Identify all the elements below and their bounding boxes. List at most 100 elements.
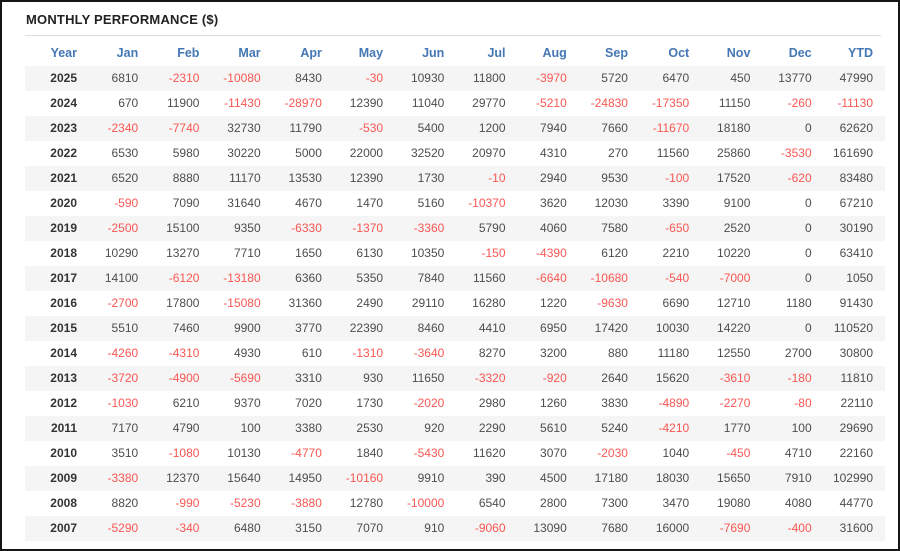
value-cell: -9630	[597, 296, 628, 310]
value-cell: -2020	[413, 396, 445, 410]
value-cell: 9900	[211, 316, 273, 341]
value-cell: 3390	[662, 196, 690, 210]
value-cell: 3310	[272, 366, 334, 391]
value-cell: 91430	[839, 296, 873, 310]
value-cell: -530	[333, 116, 396, 141]
value-cell: 5980	[172, 146, 200, 160]
value-cell: 13270	[166, 246, 200, 260]
year-cell: 2017	[25, 266, 89, 291]
value-cell: 0	[762, 316, 824, 341]
value-cell: 1840	[356, 446, 384, 460]
value-cell: 10220	[717, 246, 751, 260]
value-cell: 7840	[395, 266, 457, 291]
value-cell: 13530	[272, 166, 334, 191]
year-cell: 2025	[25, 66, 89, 91]
value-cell: 14950	[272, 466, 334, 491]
value-cell: -7740	[150, 116, 212, 141]
value-cell: -7000	[701, 266, 763, 291]
column-header-aug: Aug	[542, 46, 567, 60]
value-cell: -2030	[597, 446, 628, 460]
value-cell: -6120	[150, 266, 212, 291]
table-row-2021: 2021 6520 8880 11170 13530 12390 1730 -10 2940 95…	[25, 166, 885, 191]
value-cell: 7070	[333, 516, 396, 541]
year-cell: 2018	[50, 246, 77, 260]
value-cell: 7170	[89, 416, 151, 441]
value-cell: -28970	[284, 96, 322, 110]
value-cell: 8460	[395, 316, 457, 341]
value-cell: -6330	[272, 216, 334, 241]
value-cell: 0	[762, 116, 824, 141]
year-cell: 2023	[25, 116, 89, 141]
value-cell: 6530	[111, 146, 139, 160]
value-cell: 2520	[701, 216, 763, 241]
value-cell: 3510	[111, 446, 139, 460]
value-cell: 11810	[823, 366, 885, 391]
table-row-2019: 2019 -2500 15100 9350 -6330 -1370 -3360 5790 406…	[25, 216, 885, 241]
value-cell: -10000	[406, 496, 445, 510]
value-cell: -4900	[150, 366, 212, 391]
value-cell: 10290	[104, 246, 139, 260]
value-cell: 31600	[823, 516, 885, 541]
value-cell: -11670	[639, 116, 702, 141]
value-cell: 5720	[578, 66, 640, 91]
value-cell: 4930	[233, 346, 261, 360]
value-cell: 0	[804, 196, 812, 210]
value-cell: 67210	[839, 196, 873, 210]
value-cell: 22000	[349, 146, 384, 160]
value-cell: 17420	[578, 316, 640, 341]
value-cell: 5510	[89, 316, 151, 341]
value-cell: 29690	[823, 416, 885, 441]
value-cell: 610	[301, 346, 322, 360]
value-cell: 12710	[717, 296, 751, 310]
year-cell: 2012	[50, 396, 77, 410]
value-cell: 1650	[295, 246, 322, 260]
value-cell: 9370	[233, 396, 261, 410]
value-cell: 11790	[272, 116, 334, 141]
value-cell: 0	[762, 266, 824, 291]
value-cell: 31640	[227, 196, 261, 210]
value-cell: 7910	[762, 466, 824, 491]
value-cell: -13180	[211, 266, 273, 291]
value-cell: 7580	[578, 216, 640, 241]
value-cell: 390	[456, 466, 518, 491]
value-cell: 17520	[701, 166, 763, 191]
value-cell: 10030	[639, 316, 702, 341]
value-cell: -80	[794, 396, 812, 410]
value-cell: 2640	[578, 366, 640, 391]
value-cell: 3200	[540, 346, 567, 360]
value-cell: 6810	[89, 66, 151, 91]
value-cell: -10680	[578, 266, 640, 291]
value-cell: -2340	[89, 116, 151, 141]
value-cell: 18180	[701, 116, 763, 141]
value-cell: 450	[701, 66, 763, 91]
column-header-nov: Nov	[726, 46, 751, 60]
value-cell: -150	[481, 246, 506, 260]
value-cell: 2490	[356, 296, 384, 310]
table-body: 2025 6810 -2310 -10080 8430 -30 10930 11800 -397…	[25, 66, 885, 541]
value-cell: 6480	[211, 516, 273, 541]
value-cell: 14100	[89, 266, 151, 291]
value-cell: 5000	[295, 146, 322, 160]
value-cell: 25860	[717, 146, 751, 160]
value-cell: 12780	[349, 496, 384, 510]
value-cell: 12030	[594, 196, 628, 210]
value-cell: -5210	[536, 96, 567, 110]
value-cell: 7460	[150, 316, 212, 341]
value-cell: 5790	[456, 216, 518, 241]
value-cell: -3720	[89, 366, 151, 391]
value-cell: -30	[333, 66, 396, 91]
page-title: MONTHLY PERFORMANCE ($)	[25, 10, 881, 36]
value-cell: 31360	[288, 296, 322, 310]
value-cell: -4260	[107, 346, 139, 360]
year-cell: 2021	[25, 166, 89, 191]
value-cell: -260	[787, 96, 812, 110]
column-header-may: May	[358, 46, 384, 60]
value-cell: -6640	[517, 266, 579, 291]
table-row-2017: 2017 14100 -6120 -13180 6360 5350 7840 11560 -66…	[25, 266, 885, 291]
value-cell: -3320	[456, 366, 518, 391]
year-cell: 2010	[50, 446, 77, 460]
value-cell: 4710	[784, 446, 812, 460]
table-row-2010: 2010 3510 -1080 10130 -4770 1840 -5430 11620 307…	[25, 441, 885, 466]
value-cell: 6210	[172, 396, 200, 410]
table-row-2016: 2016 -2700 17800 -15080 31360 2490 29110 16280 1…	[25, 291, 885, 316]
